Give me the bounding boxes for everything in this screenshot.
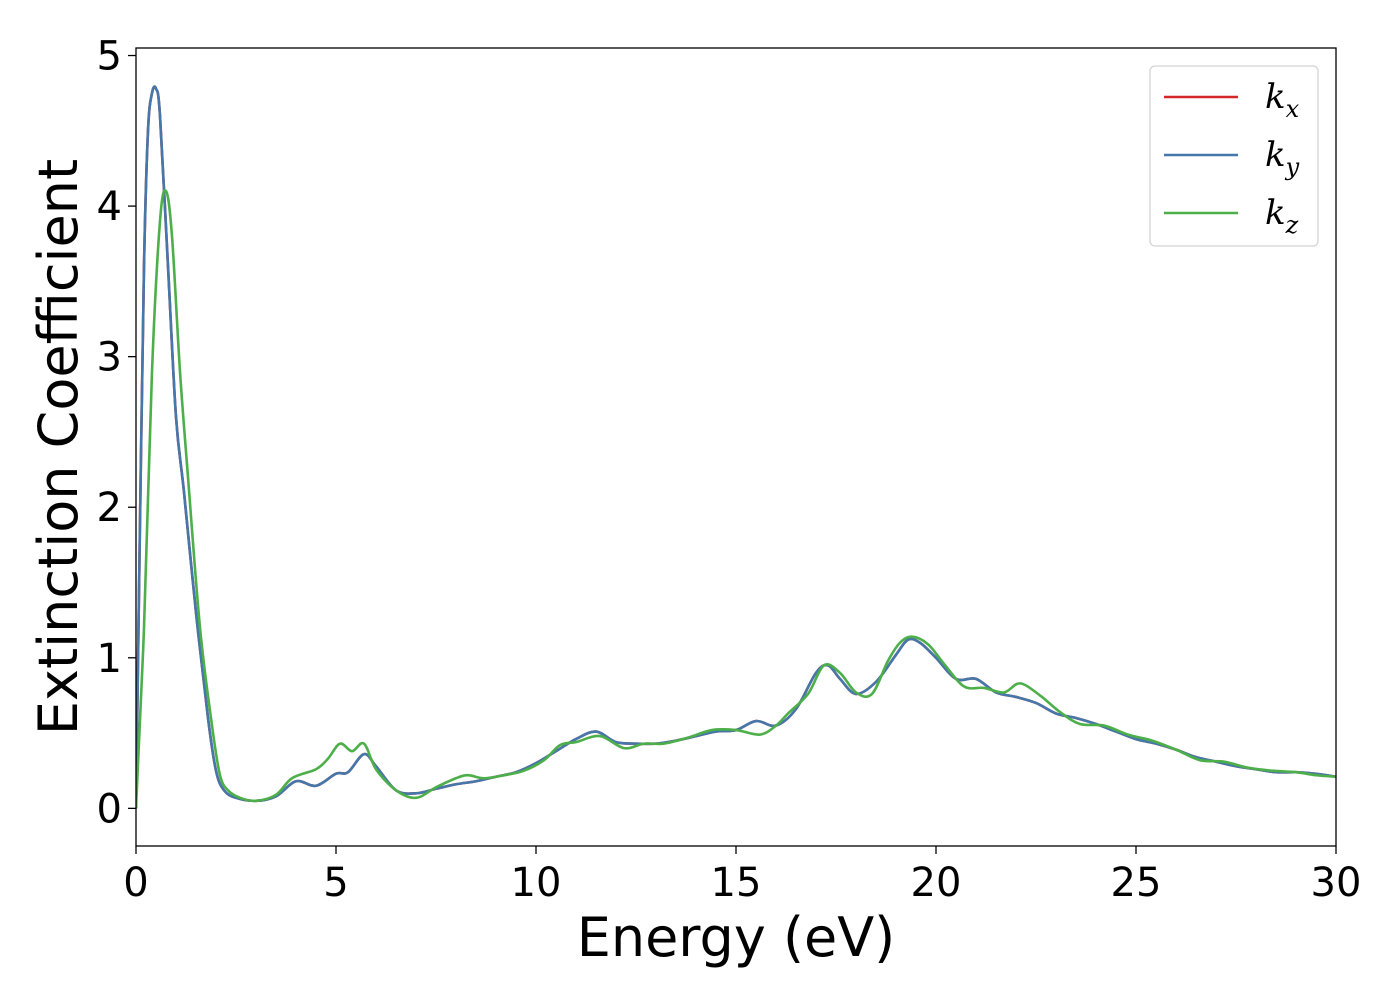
- x-tick-label: 10: [511, 860, 562, 906]
- y-axis-title: Extinction Coefficient: [27, 159, 90, 735]
- x-tick-label: 15: [711, 860, 762, 906]
- series-line-k-y: [136, 85, 1336, 809]
- y-axis-ticks: 0 1 2 3 4 5: [97, 34, 136, 832]
- x-tick-label: 5: [323, 860, 348, 906]
- plot-lines: [136, 85, 1336, 809]
- y-tick-label: 2: [97, 485, 122, 531]
- x-tick-label: 30: [1311, 860, 1362, 906]
- y-tick-label: 4: [97, 184, 122, 230]
- x-tick-label: 25: [1111, 860, 1162, 906]
- legend-item: ky: [1164, 135, 1300, 181]
- series-line-k-z: [136, 189, 1336, 809]
- x-tick-label: 0: [123, 860, 148, 906]
- y-tick-label: 1: [97, 636, 122, 682]
- x-axis-ticks: 0 5 10 15 20 25 30: [123, 846, 1361, 906]
- y-tick-label: 3: [97, 335, 122, 381]
- y-tick-label: 5: [97, 34, 122, 80]
- x-axis-title: Energy (eV): [577, 906, 896, 969]
- y-tick-label: 0: [97, 786, 122, 832]
- x-tick-label: 20: [911, 860, 962, 906]
